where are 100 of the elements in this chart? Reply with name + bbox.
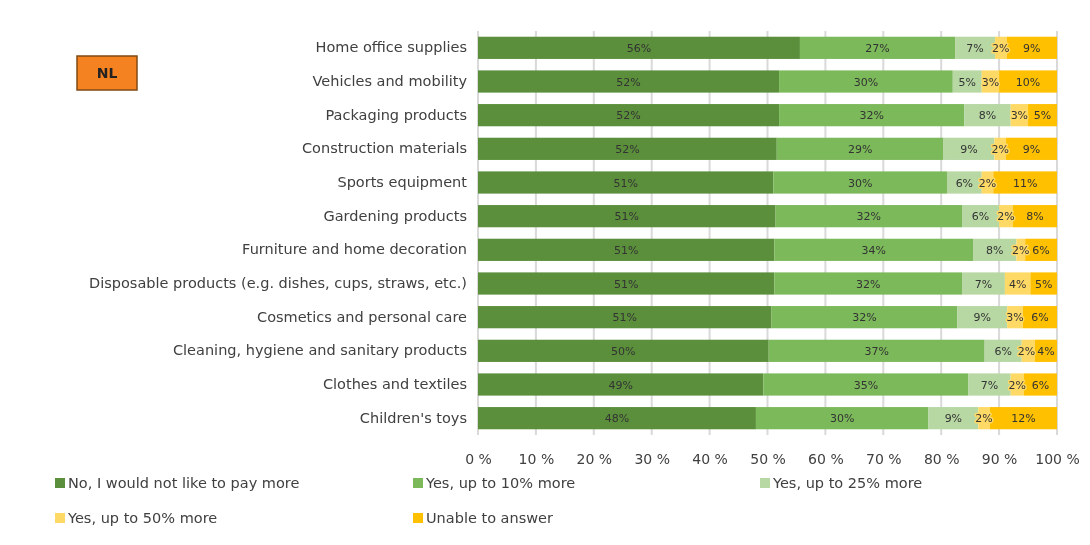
data-label: 6% — [1031, 311, 1049, 325]
data-label: 50% — [611, 344, 636, 358]
bar — [763, 373, 969, 396]
x-tick-label: 100 % — [1035, 450, 1080, 467]
bar — [478, 70, 780, 93]
x-tick-label: 0 % — [465, 450, 492, 467]
data-label: 27% — [865, 41, 890, 55]
data-label: 7% — [980, 378, 999, 392]
data-label: 3% — [1006, 311, 1024, 325]
data-label: 2% — [997, 210, 1015, 224]
data-label: 2% — [978, 176, 997, 190]
legend-label: Yes, up to 10% more — [425, 475, 576, 491]
data-label: 7% — [966, 41, 984, 55]
bar — [478, 306, 772, 329]
x-tick-label: 20 % — [576, 450, 613, 467]
data-label: 9% — [960, 142, 978, 156]
data-label: 2% — [991, 142, 1009, 156]
data-label: 8% — [1026, 210, 1044, 224]
data-label: 2% — [975, 412, 993, 426]
y-tick-label: Packaging products — [325, 106, 467, 123]
data-label: 6% — [1031, 378, 1050, 392]
data-label: 5% — [1034, 277, 1053, 291]
data-label: 29% — [847, 142, 873, 156]
data-label: 51% — [614, 243, 639, 257]
data-label: 10% — [1015, 75, 1041, 89]
country-badge: NL — [76, 55, 138, 91]
bar — [774, 272, 963, 295]
legend-label: Yes, up to 50% more — [67, 510, 218, 526]
y-tick-label: Vehicles and mobility — [312, 73, 468, 90]
bar — [478, 137, 777, 160]
legend-label: Yes, up to 25% more — [772, 475, 923, 491]
bar — [478, 407, 756, 430]
data-label: 12% — [1011, 412, 1036, 426]
x-tick-label: 70 % — [866, 450, 902, 467]
legend-label: No, I would not like to pay more — [68, 475, 300, 491]
x-tick-label: 80 % — [923, 450, 960, 467]
bar — [478, 339, 769, 362]
x-tick-label: 90 % — [981, 450, 1018, 467]
data-label: 34% — [861, 243, 886, 257]
data-label: 51% — [612, 311, 637, 325]
bar — [478, 205, 776, 228]
y-tick-label: Construction materials — [301, 140, 467, 157]
bar — [478, 272, 775, 295]
bar — [478, 104, 780, 127]
data-label: 9% — [973, 311, 992, 325]
data-label: 51% — [614, 210, 640, 224]
data-label: 8% — [978, 109, 997, 123]
data-label: 30% — [847, 176, 873, 190]
data-label: 32% — [859, 109, 884, 123]
bar — [768, 339, 985, 362]
data-label: 30% — [853, 75, 879, 89]
data-label: 4% — [1037, 344, 1055, 358]
x-tick-label: 50 % — [750, 450, 786, 467]
y-tick-label: Clothes and textiles — [322, 376, 467, 393]
data-label: 6% — [971, 210, 990, 224]
data-label: 2% — [1008, 378, 1027, 392]
data-label: 52% — [616, 75, 641, 89]
bar — [775, 205, 963, 228]
bar — [779, 70, 953, 93]
data-label: 32% — [856, 210, 882, 224]
data-label: 6% — [955, 176, 974, 190]
data-label: 6% — [994, 344, 1012, 358]
y-tick-label: Gardening products — [323, 207, 467, 224]
y-tick-label: Cosmetics and personal care — [257, 308, 468, 325]
bar — [773, 171, 947, 194]
data-label: 8% — [986, 243, 1004, 257]
data-label: 52% — [615, 142, 640, 156]
data-label: 30% — [829, 412, 855, 426]
data-label: 32% — [852, 311, 877, 325]
legend-label: Unable to answer — [426, 510, 554, 526]
bar — [774, 238, 974, 261]
data-label: 6% — [1032, 243, 1050, 257]
bar — [776, 137, 944, 160]
data-label: 3% — [981, 75, 1000, 89]
data-label: 49% — [608, 378, 633, 392]
data-label: 7% — [974, 277, 993, 291]
data-label: 2% — [1012, 243, 1030, 257]
data-label: 5% — [1033, 109, 1052, 123]
bar — [771, 306, 958, 329]
data-label: 56% — [626, 41, 652, 55]
data-label: 11% — [1012, 176, 1038, 190]
bar — [755, 407, 929, 430]
data-label: 35% — [853, 378, 879, 392]
data-label: 48% — [604, 412, 630, 426]
x-tick-label: 40 % — [692, 450, 728, 467]
bar — [779, 104, 965, 127]
x-tick-label: 10 % — [518, 450, 555, 467]
y-tick-label: Children's toys — [359, 409, 467, 426]
data-label: 3% — [1010, 109, 1029, 123]
data-label: 37% — [864, 344, 889, 358]
y-tick-label: Furniture and home decoration — [242, 241, 467, 258]
bar — [478, 238, 775, 261]
x-tick-label: 60 % — [808, 450, 844, 467]
bar — [478, 373, 764, 396]
data-label: 9% — [1022, 142, 1041, 156]
data-label: 9% — [944, 412, 963, 426]
data-label: 2% — [992, 41, 1010, 55]
y-tick-label: Sports equipment — [337, 174, 468, 191]
y-tick-label: Home office supplies — [315, 39, 467, 56]
data-label: 2% — [1017, 344, 1036, 358]
